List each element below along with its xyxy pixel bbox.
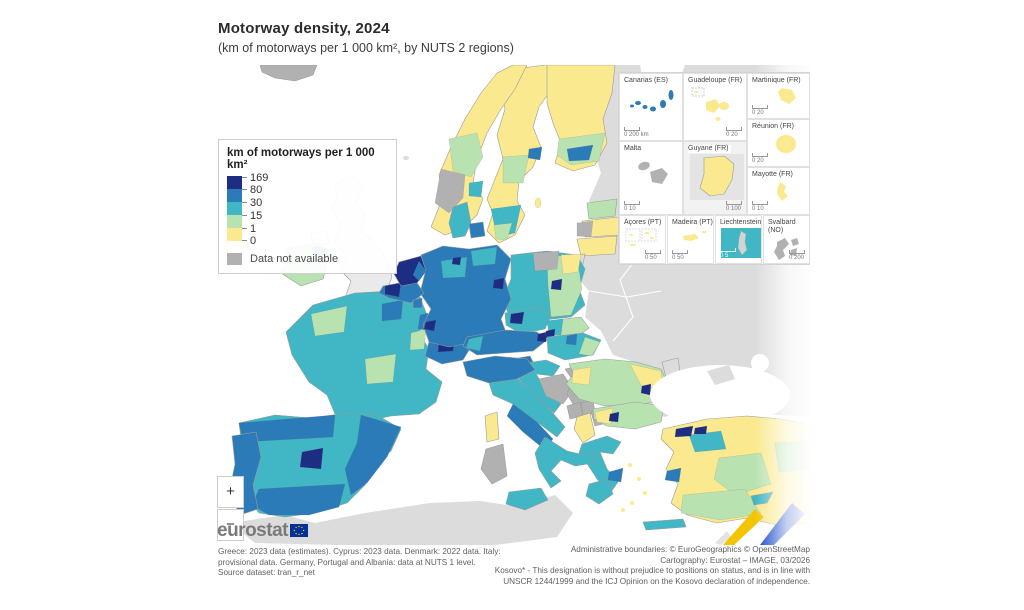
inset-svalbard: Svalbard (NO) 0 200 xyxy=(763,215,810,264)
legend-swatch-navy xyxy=(227,176,242,189)
inset-canarias: Canarias (ES) 0 200 km xyxy=(619,73,683,141)
crimea xyxy=(707,365,735,385)
slovakia xyxy=(544,316,590,340)
page-title: Motorway density, 2024 xyxy=(218,20,390,37)
faroe-islands xyxy=(403,156,409,160)
spain xyxy=(238,412,402,518)
inset-liechtenstein: Liechtenstein 0 5 xyxy=(715,215,762,264)
svalbard-map xyxy=(773,238,799,260)
legend-swatch-blue xyxy=(227,189,242,202)
sardinia xyxy=(480,443,508,485)
netherlands xyxy=(393,255,427,287)
footnote-line: provisional data. Germany, Portugal and … xyxy=(218,557,476,567)
corsica xyxy=(484,411,500,443)
guadeloupe-map xyxy=(691,87,729,121)
legend-break-1: 1 xyxy=(250,223,257,235)
footnotes-right: Administrative boundaries: © EuroGeograp… xyxy=(460,545,810,587)
inset-maps-panel: Canarias (ES) 0 200 km Guadeloupe (FR) 0… xyxy=(618,72,810,265)
bosnia xyxy=(538,373,574,405)
albania xyxy=(573,412,596,444)
norway xyxy=(430,65,528,236)
inset-madeira: Madeira (PT) 0 50 xyxy=(667,215,714,264)
decorative-shard xyxy=(715,531,731,545)
mayotte-map xyxy=(776,182,788,201)
page-subtitle: (km of motorways per 1 000 km², by NUTS … xyxy=(218,41,514,55)
title-block: Motorway density, 2024 (km of motorways … xyxy=(218,20,514,55)
zoom-in-button[interactable]: + xyxy=(217,476,244,508)
legend-swatch-green xyxy=(227,215,242,228)
greece xyxy=(578,435,687,531)
martinique-map xyxy=(777,88,796,104)
denmark xyxy=(448,201,486,239)
crete xyxy=(642,518,687,531)
czechia xyxy=(504,306,552,335)
legend-swatch-yellow xyxy=(227,228,242,241)
canarias-map xyxy=(630,90,674,112)
zoom-out-button[interactable]: − xyxy=(217,509,244,541)
legend-no-data: Data not available xyxy=(227,253,388,265)
footnotes-left: Greece: 2023 data (estimates). Cyprus: 2… xyxy=(218,547,518,579)
estonia xyxy=(586,198,618,220)
inset-guyane: Guyane (FR) 0 100 xyxy=(683,141,747,215)
lithuania xyxy=(576,235,618,257)
madeira-map xyxy=(682,231,706,241)
kosovo-disclaimer-line2: UNSCR 1244/1999 and the ICJ Opinion on t… xyxy=(503,576,810,586)
liechtenstein-map xyxy=(720,228,761,258)
kosovo-disclaimer-line1: Kosovo* - This designation is without pr… xyxy=(494,566,810,575)
legend-scale: 169 80 30 15 1 0 xyxy=(227,172,388,247)
north-africa xyxy=(230,495,573,545)
decorative-ribbon-yellow xyxy=(723,509,764,545)
italy xyxy=(462,355,597,511)
sweden xyxy=(486,65,561,244)
europe-map-svg xyxy=(228,65,812,545)
belgium-luxembourg xyxy=(378,279,425,309)
poland xyxy=(502,250,586,321)
malta-map xyxy=(638,161,668,184)
austria xyxy=(462,329,548,356)
finland xyxy=(546,65,616,172)
legend-break-80: 80 xyxy=(250,184,263,196)
legend-break-169: 169 xyxy=(250,172,269,184)
legend-title: km of motorways per 1 000 km² xyxy=(227,147,375,171)
attribution-boundaries: Administrative boundaries: © EuroGeograp… xyxy=(570,545,810,554)
inset-acores: Açores (PT) 0 50 xyxy=(619,215,666,264)
legend-swatch-teal xyxy=(227,202,242,215)
luxembourg xyxy=(412,297,423,309)
germany xyxy=(419,244,512,348)
gotland xyxy=(534,197,542,209)
romania xyxy=(565,357,682,407)
reunion-map xyxy=(775,135,796,153)
legend-swatch-nodata xyxy=(227,253,242,265)
eu-flag-icon xyxy=(289,524,308,537)
inset-martinique: Martinique (FR) 0 20 xyxy=(747,73,810,119)
attribution-cartography: Cartography: Eurostat – IMAGE, 03/2026 xyxy=(660,555,810,565)
inset-reunion: Réunion (FR) 0 20 xyxy=(747,119,810,167)
zoom-controls: + − xyxy=(217,476,244,541)
bulgaria xyxy=(592,401,665,430)
eurostat-logo-text: eurostat xyxy=(217,520,288,541)
inset-malta: Malta 0 10 xyxy=(619,141,683,215)
footnote-line: Greece: 2023 data (estimates). Cyprus: 2… xyxy=(218,547,501,556)
guyane-map xyxy=(690,154,744,200)
legend-break-0: 0 xyxy=(250,235,257,247)
acores-map xyxy=(625,228,656,246)
legend-break-15: 15 xyxy=(250,210,263,222)
inset-guadeloupe: Guadeloupe (FR) 0 20 xyxy=(683,73,747,141)
france xyxy=(285,290,500,443)
sicily xyxy=(505,487,549,511)
hungary xyxy=(546,332,602,361)
legend-break-30: 30 xyxy=(250,197,263,209)
inset-mayotte: Mayotte (FR) 0 10 xyxy=(747,167,810,215)
eurostat-logo: eurostat xyxy=(217,521,308,540)
footnote-source-dataset: Source dataset: tran_r_net xyxy=(218,568,315,577)
map-legend: km of motorways per 1 000 km² 169 80 30 … xyxy=(218,139,397,274)
